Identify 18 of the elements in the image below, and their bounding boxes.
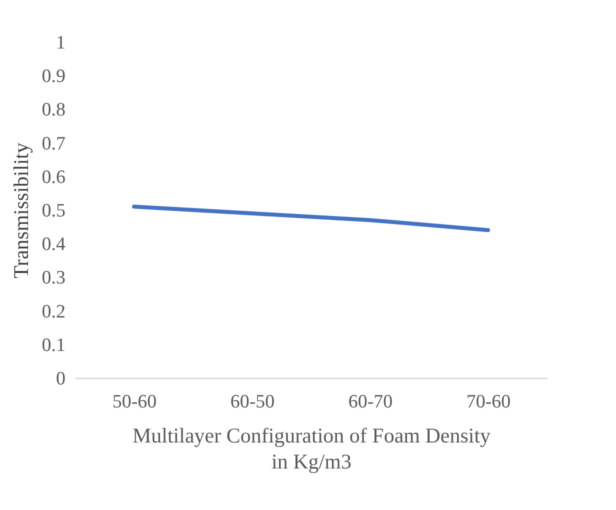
x-tick-label: 60-50 xyxy=(230,392,275,412)
y-tick-label: 0.4 xyxy=(42,234,66,256)
x-tick-label: 60-70 xyxy=(348,392,393,412)
x-tick-label: 70-60 xyxy=(466,392,511,412)
y-tick-label: 0.5 xyxy=(42,200,66,222)
line-series xyxy=(132,204,490,232)
y-axis-title: Transmissibility xyxy=(8,142,33,278)
y-tick-label: 0.8 xyxy=(42,100,66,121)
y-tick-label: 0 xyxy=(56,368,66,390)
y-tick-label: 0.2 xyxy=(42,301,66,322)
y-tick-label: 0.7 xyxy=(42,133,66,154)
x-axis-title: Multilayer Configuration of Foam Density in Kg/m3 xyxy=(132,424,492,474)
y-tick-label: 0.1 xyxy=(42,334,66,356)
y-tick-label: 0.3 xyxy=(42,268,66,289)
y-tick-label: 1 xyxy=(56,32,66,54)
x-tick-label: 50-60 xyxy=(112,392,157,412)
y-tick-label: 0.9 xyxy=(42,66,66,88)
y-tick-label: 0.6 xyxy=(42,166,66,188)
